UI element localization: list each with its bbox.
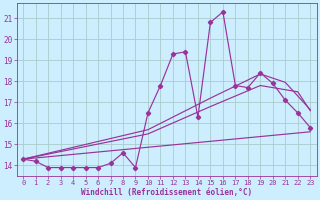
X-axis label: Windchill (Refroidissement éolien,°C): Windchill (Refroidissement éolien,°C) (81, 188, 252, 197)
